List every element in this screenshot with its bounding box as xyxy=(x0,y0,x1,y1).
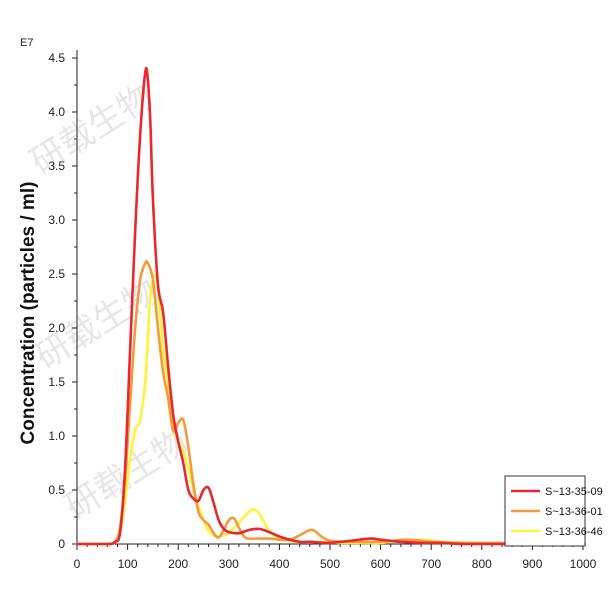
y-tick-label: 2.0 xyxy=(48,321,65,335)
legend-label: S~13-36-01 xyxy=(545,506,603,518)
x-tick-label: 100 xyxy=(118,557,138,571)
x-tick-label: 800 xyxy=(472,557,492,571)
y-multiplier-label: E7 xyxy=(20,37,33,49)
y-tick-label: 1.5 xyxy=(48,375,65,389)
x-tick-label: 900 xyxy=(522,557,542,571)
y-axis-title: Concentration (particles / ml) xyxy=(18,182,39,445)
x-tick-label: 0 xyxy=(74,557,81,571)
y-tick-label: 0 xyxy=(58,537,65,551)
y-tick-label: 3.0 xyxy=(48,213,65,227)
y-tick-label: 1.0 xyxy=(48,429,65,443)
x-tick-label: 1000 xyxy=(570,557,597,571)
axes: 0 0.5 1.0 1.5 2.0 2.5 3.0 3.5 4.0 4.5 0 100 200 300 40… xyxy=(48,50,597,571)
y-tick-label: 0.5 xyxy=(48,483,65,497)
y-tick-label: 4.0 xyxy=(48,105,65,119)
x-tick-label: 200 xyxy=(168,557,188,571)
x-tick-label: 300 xyxy=(219,557,239,571)
y-tick-label: 3.5 xyxy=(48,159,65,173)
series-layer xyxy=(75,66,585,546)
x-tick-label: 400 xyxy=(269,557,289,571)
series-line-s-13-35-09 xyxy=(75,66,585,546)
legend-label: S~13-35-09 xyxy=(545,486,603,498)
x-tick-label: 600 xyxy=(371,557,391,571)
legend-label: S~13-36-46 xyxy=(545,526,603,538)
y-tick-label: 4.5 xyxy=(48,51,65,65)
y-tick-label: 2.5 xyxy=(48,267,65,281)
x-tick-label: 500 xyxy=(320,557,340,571)
legend: S~13-35-09 S~13-36-01 S~13-36-46 xyxy=(504,475,603,547)
x-tick-label: 700 xyxy=(421,557,441,571)
